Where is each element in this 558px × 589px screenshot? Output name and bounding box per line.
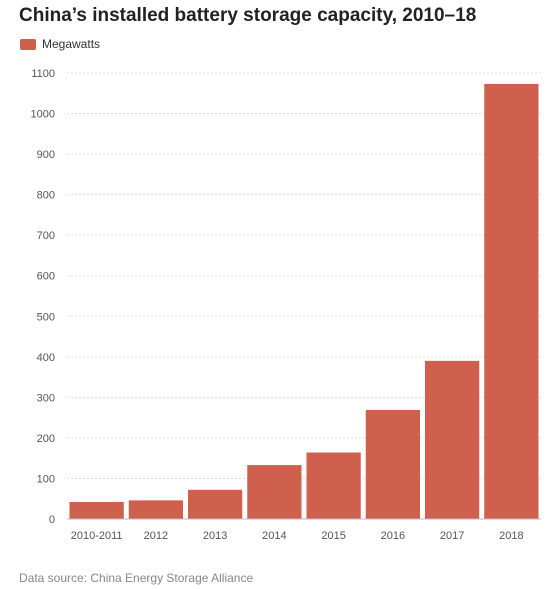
bar-2015 bbox=[306, 452, 361, 519]
data-source: Data source: China Energy Storage Allian… bbox=[19, 571, 254, 585]
bar-2016 bbox=[365, 409, 420, 519]
x-tick-label: 2010-2011 bbox=[71, 530, 123, 542]
y-tick-label: 100 bbox=[37, 473, 55, 485]
y-tick-label: 1000 bbox=[31, 109, 55, 121]
x-tick-label: 2017 bbox=[440, 530, 464, 542]
legend-swatch bbox=[20, 38, 36, 50]
bar-2013 bbox=[188, 489, 243, 519]
y-tick-label: 400 bbox=[37, 352, 55, 364]
y-tick-label: 800 bbox=[37, 190, 55, 202]
bar-2018 bbox=[484, 83, 539, 520]
bar-2014 bbox=[247, 465, 302, 519]
y-tick-label: 300 bbox=[37, 392, 55, 404]
y-tick-label: 900 bbox=[37, 149, 55, 161]
bars bbox=[69, 83, 539, 520]
bar-2012 bbox=[128, 500, 183, 519]
bar-2017 bbox=[425, 360, 480, 519]
x-tick-label: 2018 bbox=[499, 530, 523, 542]
x-tick-label: 2013 bbox=[203, 530, 227, 542]
x-tick-label: 2015 bbox=[321, 530, 345, 542]
bar-chart: 0 100 200 300 400 500 600 700 800 900 1000 1100 201… bbox=[31, 68, 541, 542]
y-tick-label: 500 bbox=[37, 311, 55, 323]
y-tick-label: 200 bbox=[37, 433, 55, 445]
x-tick-label: 2012 bbox=[144, 530, 168, 542]
y-tick-label: 700 bbox=[37, 230, 55, 242]
x-axis: 2010-2011 2012 2013 2014 2015 2016 2017 2018 bbox=[67, 518, 541, 542]
y-tick-label: 600 bbox=[37, 271, 55, 283]
y-tick-label: 1100 bbox=[31, 68, 55, 80]
y-tick-label: 0 bbox=[49, 514, 55, 526]
legend-label: Megawatts bbox=[42, 37, 101, 51]
x-tick-label: 2016 bbox=[381, 530, 405, 542]
x-tick-label: 2014 bbox=[262, 530, 286, 542]
y-axis: 0 100 200 300 400 500 600 700 800 900 1000 1100 bbox=[31, 68, 55, 526]
bar-2010-2011 bbox=[69, 501, 124, 519]
legend: Megawatts bbox=[20, 37, 100, 51]
chart-title: China’s installed battery storage capaci… bbox=[19, 5, 477, 26]
